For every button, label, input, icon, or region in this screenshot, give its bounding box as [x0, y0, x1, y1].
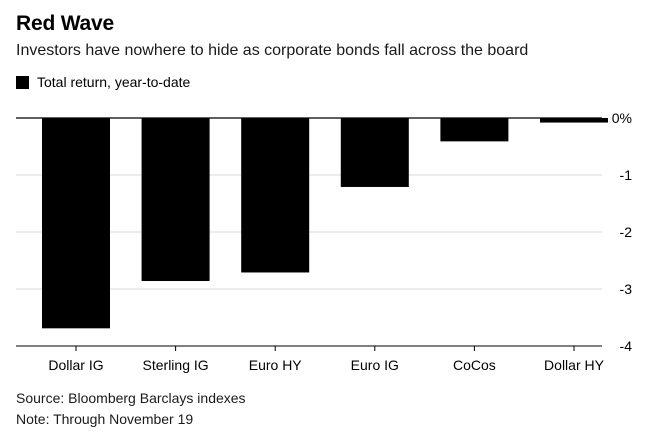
source-note: Source: Bloomberg Barclays indexes — [16, 390, 246, 406]
legend-label: Total return, year-to-date — [37, 74, 191, 90]
bar — [540, 118, 608, 123]
chart-legend: Total return, year-to-date — [16, 74, 190, 90]
y-tick-label: -4 — [620, 338, 633, 354]
y-tick-label: -1 — [620, 167, 633, 183]
x-tick-label: Euro HY — [249, 357, 303, 373]
bar — [42, 118, 110, 329]
y-tick-label: -3 — [620, 281, 633, 297]
bar — [241, 118, 310, 273]
y-tick-label: 0% — [612, 110, 632, 126]
x-tick-label: CoCos — [453, 357, 496, 373]
x-tick-label: Euro IG — [351, 357, 399, 373]
legend-swatch — [16, 75, 29, 89]
chart-title: Red Wave — [16, 12, 114, 35]
bar — [141, 118, 210, 282]
footnote: Note: Through November 19 — [16, 411, 194, 427]
y-tick-label: -2 — [620, 224, 633, 240]
x-tick-label: Dollar IG — [48, 357, 103, 373]
x-tick-label: Dollar HY — [544, 357, 605, 373]
x-tick-label: Sterling IG — [143, 357, 209, 373]
bar — [440, 118, 509, 142]
chart-subtitle: Investors have nowhere to hide as corpor… — [16, 42, 529, 59]
bar — [340, 118, 409, 187]
